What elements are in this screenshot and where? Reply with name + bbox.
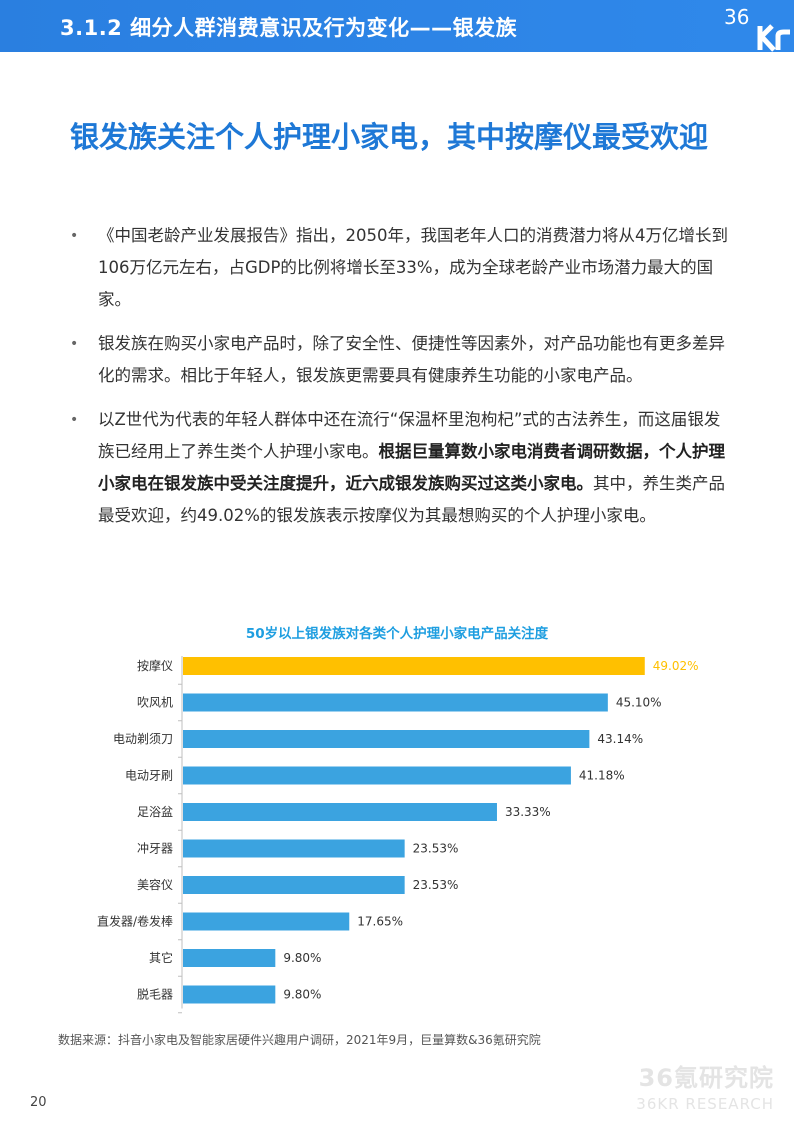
value-label: 33.33% [505, 805, 551, 819]
bullet-text-bold: 根据巨量算数小家电消费者调研数据，个人护理小家电在银发族中受关注度提升，近六成银… [98, 442, 725, 493]
36kr-logo: 36 [720, 0, 794, 52]
bar-chart: 按摩仪 49.02% 吹风机 45.10% 电动剃须刀 43.14% 电动牙刷 41.18% 足… [97, 656, 699, 1014]
value-label: 17.65% [357, 915, 403, 929]
bar [183, 949, 276, 967]
section-title: 3.1.2 细分人群消费意识及行为变化——银发族 [60, 16, 518, 40]
logo-kr-glyph [757, 24, 790, 52]
bullet-text-post: 其中，养生类产品最受欢迎，约49.02%的银发族表示按摩仪为其最想购买的个人护理… [98, 474, 725, 525]
bar [183, 876, 405, 894]
bullet-text-pre: 以Z世代为代表的年轻人群体中还在流行“保温杯里泡枸杞”式的古法养生，而这届银发族… [98, 410, 721, 461]
watermark: 36氪研究院 36KR RESEARCH [636, 1058, 774, 1113]
bar [183, 693, 608, 712]
value-label: 41.18% [579, 769, 625, 783]
bar [183, 657, 645, 675]
value-label: 49.02% [653, 659, 699, 673]
header-bar [0, 0, 740, 52]
category-label: 吹风机 [137, 696, 173, 710]
category-label: 美容仪 [137, 877, 173, 892]
chart-title: 50岁以上银发族对各类个人护理小家电产品关注度 [245, 626, 549, 642]
bar [183, 803, 497, 821]
bullet-item: • 以Z世代为代表的年轻人群体中还在流行“保温杯里泡枸杞”式的古法养生，而这届银发… [70, 404, 730, 532]
category-label: 其它 [149, 950, 173, 965]
category-label: 按摩仪 [137, 658, 173, 673]
bullet-text: 《中国老龄产业发展报告》指出，2050年，我国老年人口的消费潜力将从4万亿增长到… [98, 226, 728, 309]
bar [183, 985, 276, 1004]
bar [183, 730, 590, 748]
bullet-dot: • [70, 336, 79, 352]
bullet-item: • 银发族在购买小家电产品时，除了安全性、便捷性等因素外，对产品功能也有更多差异化… [70, 328, 730, 392]
value-label: 23.53% [413, 878, 459, 892]
bullet-item: • 《中国老龄产业发展报告》指出，2050年，我国老年人口的消费潜力将从4万亿增长… [70, 220, 730, 316]
page-headline: 银发族关注个人护理小家电，其中按摩仪最受欢迎 [70, 120, 709, 154]
bullet-text: 银发族在购买小家电产品时，除了安全性、便捷性等因素外，对产品功能也有更多差异化的… [98, 334, 725, 385]
value-label: 23.53% [413, 842, 459, 856]
bar [183, 839, 405, 858]
bullet-list: • 《中国老龄产业发展报告》指出，2050年，我国老年人口的消费潜力将从4万亿增长… [70, 220, 730, 544]
category-label: 足浴盆 [137, 805, 173, 819]
category-label: 电动牙刷 [125, 769, 173, 783]
category-label: 电动剃须刀 [113, 732, 173, 746]
bar [183, 766, 571, 785]
bullet-dot: • [70, 228, 79, 244]
category-label: 脱毛器 [137, 987, 173, 1002]
value-label: 45.10% [616, 696, 662, 710]
bullet-dot: • [70, 412, 79, 428]
watermark-line1: 36氪研究院 [638, 1064, 774, 1092]
watermark-line2: 36KR RESEARCH [636, 1095, 774, 1113]
value-label: 9.80% [283, 951, 321, 965]
category-label: 冲牙器 [137, 841, 173, 856]
bar [183, 912, 350, 931]
value-label: 43.14% [597, 732, 643, 746]
logo-text-36: 36 [724, 5, 749, 29]
category-label: 直发器/卷发棒 [97, 914, 173, 929]
data-source: 数据来源：抖音小家电及智能家居硬件兴趣用户调研，2021年9月，巨量算数&36氪… [58, 1033, 541, 1047]
value-label: 9.80% [283, 988, 321, 1002]
page-number: 20 [30, 1095, 47, 1110]
